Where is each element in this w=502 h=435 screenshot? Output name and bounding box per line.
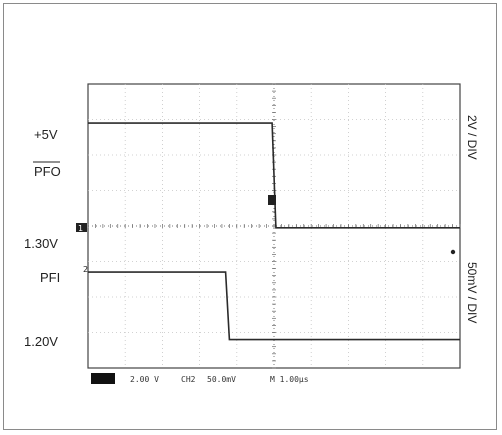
- trigger-marker: [268, 195, 276, 205]
- trace-1: [88, 122, 460, 229]
- status-ch1-scale: 2.00 V: [130, 375, 159, 384]
- trigger-point: [450, 249, 456, 255]
- status-ch2: CH2: [181, 375, 196, 384]
- ch2-marker-text: 2: [83, 265, 88, 274]
- right-labels: 2V / DIV 50mV / DIV: [465, 115, 479, 323]
- left-labels: +5V PFO 1.30V PFI 1.20V: [24, 127, 61, 349]
- scale-label-top: 2V / DIV: [465, 115, 479, 160]
- traces: [88, 122, 460, 341]
- trace-2: [88, 271, 460, 341]
- label-pfo: PFO: [34, 164, 61, 179]
- label-plus5v: +5V: [34, 127, 58, 142]
- status-ch2-scale: 50.0mV: [207, 375, 236, 384]
- label-1-30v: 1.30V: [24, 236, 58, 251]
- status-bar: 2.00 V CH2 50.0mV M 1.00μs: [91, 373, 309, 384]
- status-timebase: M 1.00μs: [270, 375, 309, 384]
- scale-label-bottom: 50mV / DIV: [465, 262, 479, 323]
- label-1-20v: 1.20V: [24, 334, 58, 349]
- label-pfi: PFI: [40, 270, 60, 285]
- grid: [87, 83, 461, 369]
- channel-markers: 1 2: [76, 223, 88, 274]
- ch1-marker: [76, 223, 87, 232]
- ch1-marker-text: 1: [78, 224, 83, 233]
- ch1-status-badge: [91, 373, 115, 384]
